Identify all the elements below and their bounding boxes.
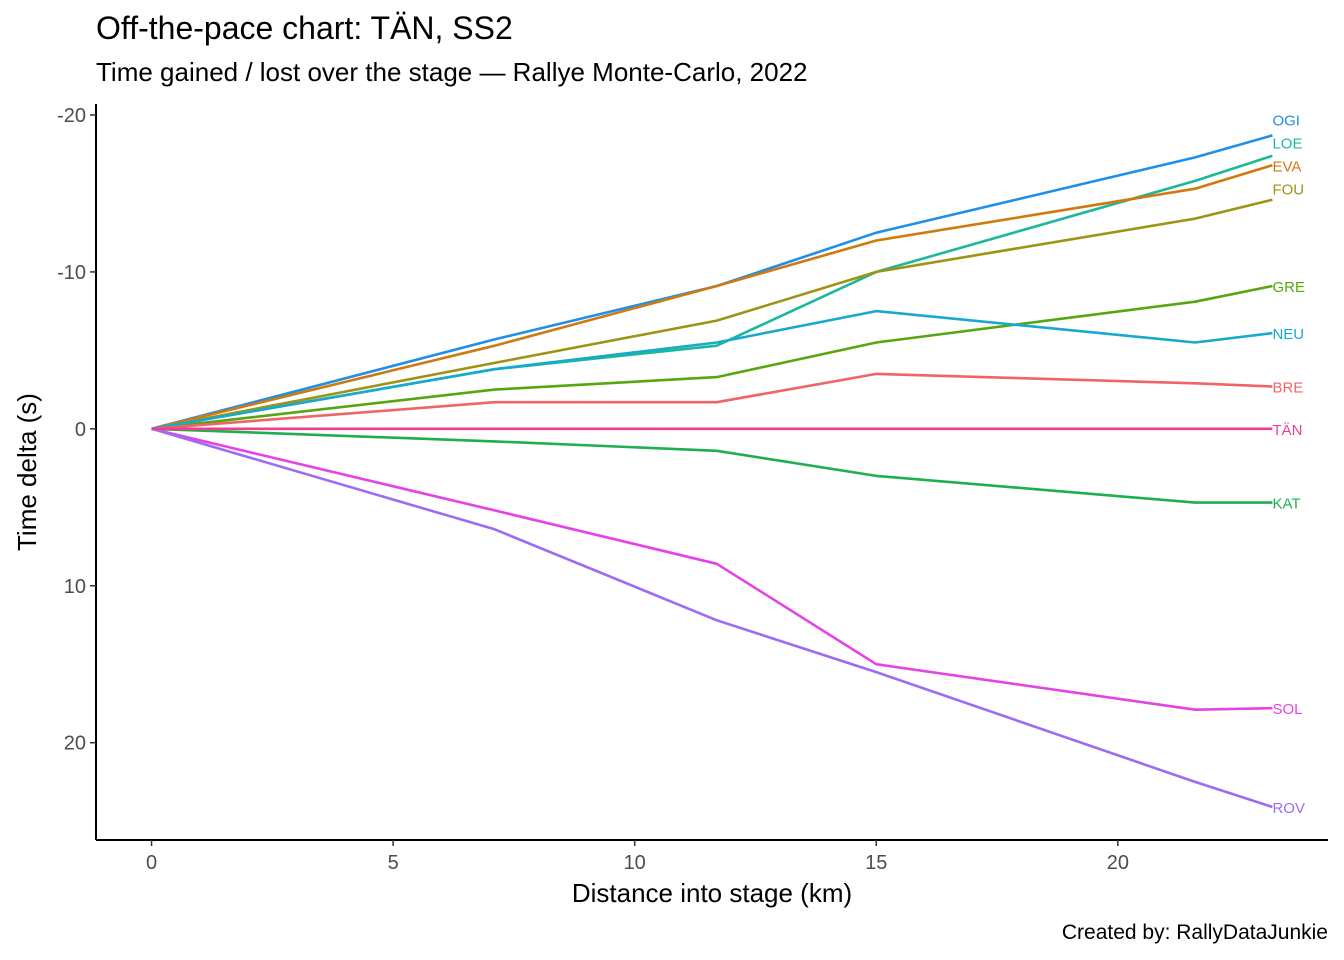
x-tick-label: 10 (624, 852, 646, 874)
x-tick-label: 20 (1107, 852, 1129, 874)
chart-caption: Created by: RallyDataJunkie (1061, 921, 1328, 944)
series-label-gre: GRE (1272, 279, 1305, 296)
x-tick-label: 15 (865, 852, 887, 874)
series-label-neu: NEU (1272, 326, 1304, 343)
x-tick-label: 5 (388, 852, 399, 874)
series-label-sol: SOL (1272, 701, 1302, 718)
series-end-labels: OGI LOE EVA FOU GRE NEU BRE TÄN KAT SOL ROV (1272, 112, 1305, 817)
series-line-rov (151, 427, 1273, 809)
series-label-eva: EVA (1272, 158, 1301, 175)
series-line-neu (151, 309, 1273, 431)
chart-subtitle: Time gained / lost over the stage — Rall… (96, 57, 808, 87)
series-label-rov: ROV (1272, 800, 1305, 817)
series-label-tan: TÄN (1272, 422, 1302, 439)
series-label-ogi: OGI (1272, 112, 1300, 129)
y-tick-label: 0 (75, 419, 86, 441)
x-tick-label: 0 (146, 852, 157, 874)
series-line-bre (151, 372, 1273, 431)
series-line-ogi (151, 134, 1273, 431)
series-line-eva (151, 163, 1273, 431)
series-label-kat: KAT (1272, 496, 1300, 513)
axes: 0 5 10 15 20 -20 -10 0 10 20 (57, 104, 1328, 874)
y-axis-title: Time delta (s) (12, 393, 42, 551)
chart-title: Off-the-pace chart: TÄN, SS2 (96, 10, 513, 46)
series-line-sol (151, 427, 1273, 712)
series-lines (151, 134, 1273, 809)
y-tick-label: -20 (57, 105, 86, 127)
y-tick-label: 20 (64, 733, 86, 755)
y-tick-label: 10 (64, 576, 86, 598)
y-tick-label: -10 (57, 262, 86, 284)
x-axis-title: Distance into stage (km) (572, 878, 852, 908)
series-label-bre: BRE (1272, 380, 1303, 397)
series-line-fou (151, 198, 1273, 431)
series-label-fou: FOU (1272, 181, 1304, 198)
series-line-kat (151, 427, 1273, 504)
series-label-loe: LOE (1272, 135, 1302, 152)
series-line-gre (151, 284, 1273, 431)
